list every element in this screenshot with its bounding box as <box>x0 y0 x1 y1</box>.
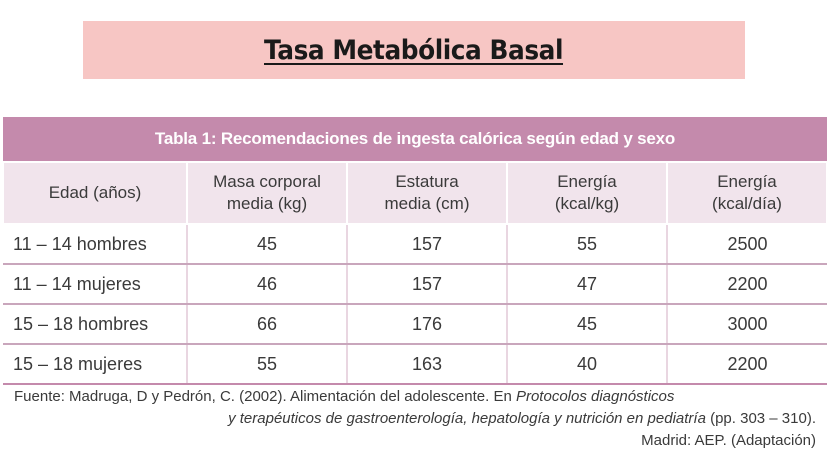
cell-estatura: 163 <box>346 344 507 385</box>
cell-energia-dia: 2200 <box>666 264 827 305</box>
cell-energia-dia: 2500 <box>666 224 827 265</box>
header-energia-kg-line2: (kcal/kg) <box>554 194 620 213</box>
cell-masa: 45 <box>186 224 347 265</box>
calorie-table: Tabla 1: Recomendaciones de ingesta caló… <box>2 117 828 385</box>
header-masa-line2: media (kg) <box>226 194 308 213</box>
header-estatura: Estatura media (cm) <box>346 161 508 225</box>
cell-energia-kg: 40 <box>506 344 667 385</box>
header-energia-dia: Energía (kcal/día) <box>666 161 828 225</box>
cell-masa: 46 <box>186 264 347 305</box>
source-label: Fuente: <box>14 388 65 405</box>
header-energia-kg-line1: Energía <box>557 172 617 191</box>
header-masa-line1: Masa corporal <box>213 172 321 191</box>
header-edad: Edad (años) <box>2 161 188 225</box>
table-row: 15 – 18 mujeres 55 163 40 2200 <box>3 344 827 385</box>
header-energia-dia-line2: (kcal/día) <box>712 194 782 213</box>
cell-estatura: 176 <box>346 304 507 345</box>
header-estatura-line2: media (cm) <box>384 194 470 213</box>
header-masa: Masa corporal media (kg) <box>186 161 348 225</box>
cell-edad: 15 – 18 mujeres <box>3 344 187 385</box>
title-banner: Tasa Metabólica Basal <box>83 21 745 79</box>
source-italic-1: Protocolos diagnósticos <box>515 388 675 405</box>
cell-masa: 66 <box>186 304 347 345</box>
source-text-2: (pp. 303 – 310). <box>705 410 816 427</box>
cell-edad: 11 – 14 mujeres <box>3 264 187 305</box>
cell-edad: 11 – 14 hombres <box>3 224 187 265</box>
cell-masa: 55 <box>186 344 347 385</box>
table-row: 15 – 18 hombres 66 176 45 3000 <box>3 304 827 345</box>
cell-energia-dia: 2200 <box>666 344 827 385</box>
table-caption: Tabla 1: Recomendaciones de ingesta caló… <box>3 117 827 162</box>
source-line-2: y terapéuticos de gastroenterología, hep… <box>14 408 822 430</box>
header-energia-dia-line1: Energía <box>717 172 777 191</box>
source-text-1: Madruga, D y Pedrón, C. (2002). Alimenta… <box>64 388 516 405</box>
calorie-table-container: Tabla 1: Recomendaciones de ingesta caló… <box>2 117 828 385</box>
cell-edad: 15 – 18 hombres <box>3 304 187 345</box>
source-line-3: Madrid: AEP. (Adaptación) <box>641 432 816 449</box>
header-energia-kg: Energía (kcal/kg) <box>506 161 668 225</box>
source-line-1: Fuente: Madruga, D y Pedrón, C. (2002). … <box>14 386 822 408</box>
table-header-row: Edad (años) Masa corporal media (kg) Est… <box>2 161 828 225</box>
cell-energia-kg: 47 <box>506 264 667 305</box>
header-estatura-line1: Estatura <box>395 172 459 191</box>
cell-estatura: 157 <box>346 264 507 305</box>
source-citation: Fuente: Madruga, D y Pedrón, C. (2002). … <box>14 386 822 452</box>
table-row: 11 – 14 hombres 45 157 55 2500 <box>3 224 827 265</box>
cell-energia-dia: 3000 <box>666 304 827 345</box>
cell-energia-kg: 55 <box>506 224 667 265</box>
source-italic-2: y terapéuticos de gastroenterología, hep… <box>228 410 706 427</box>
table-row: 11 – 14 mujeres 46 157 47 2200 <box>3 264 827 305</box>
cell-energia-kg: 45 <box>506 304 667 345</box>
page-title: Tasa Metabólica Basal <box>264 34 564 66</box>
cell-estatura: 157 <box>346 224 507 265</box>
table-caption-row: Tabla 1: Recomendaciones de ingesta caló… <box>3 117 827 162</box>
header-edad-line1: Edad (años) <box>48 183 142 202</box>
